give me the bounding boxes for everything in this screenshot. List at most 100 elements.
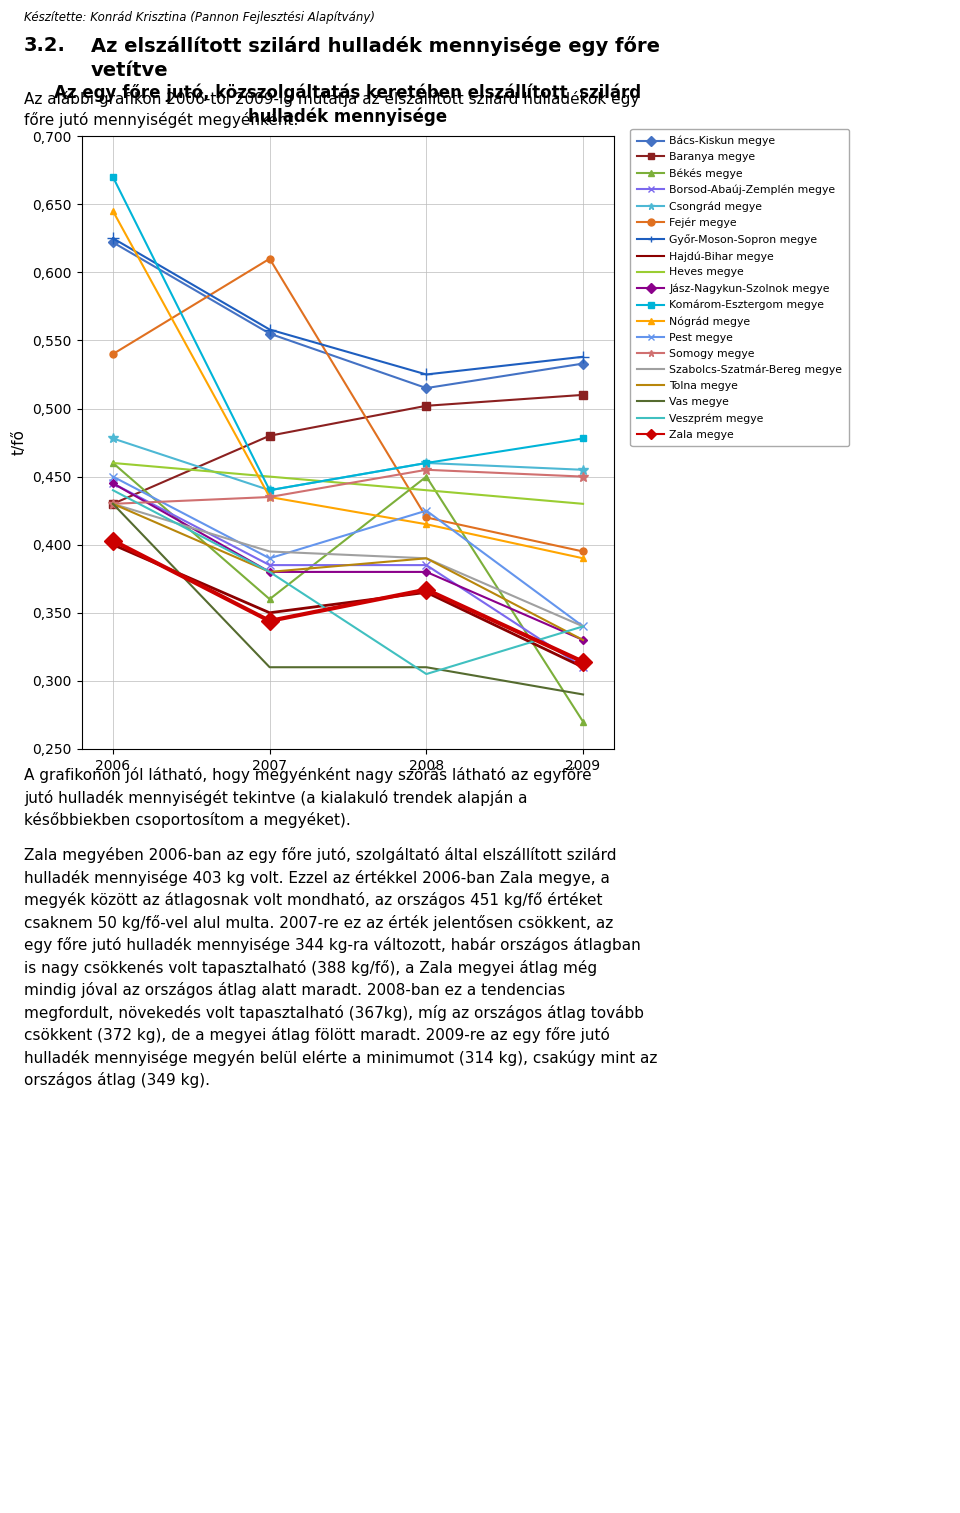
Vas megye	[420, 658, 432, 676]
Heves megye	[577, 495, 588, 513]
Line: Borsod-Abaúj-Zemplén megye: Borsod-Abaúj-Zemplén megye	[108, 480, 588, 672]
Győr-Moson-Sopron megye	[420, 365, 432, 383]
Text: Az elszállított szilárd hulladék mennyisége egy főre
vetítve: Az elszállított szilárd hulladék mennyis…	[91, 36, 660, 80]
Tolna megye	[577, 631, 588, 649]
Line: Bács-Kiskun megye: Bács-Kiskun megye	[109, 239, 587, 392]
Line: Baranya megye: Baranya megye	[108, 390, 588, 508]
Line: Szabolcs-Szatmár-Bereg megye: Szabolcs-Szatmár-Bereg megye	[113, 504, 583, 626]
Heves megye	[108, 454, 119, 472]
Line: Vas megye: Vas megye	[113, 504, 583, 694]
Vas megye	[577, 685, 588, 704]
Somogy megye	[108, 495, 119, 513]
Hajdú-Bihar megye	[420, 583, 432, 601]
Szabolcs-Szatmár-Bereg megye	[264, 542, 276, 560]
Békés megye	[577, 713, 588, 731]
Bács-Kiskun megye	[420, 378, 432, 396]
Borsod-Abaúj-Zemplén megye	[420, 555, 432, 573]
Bács-Kiskun megye	[577, 354, 588, 372]
Veszprém megye	[420, 666, 432, 684]
Veszprém megye	[108, 481, 119, 499]
Fejér megye	[577, 542, 588, 560]
Line: Hajdú-Bihar megye: Hajdú-Bihar megye	[113, 545, 583, 667]
Pest megye	[420, 502, 432, 520]
Baranya megye	[264, 427, 276, 445]
Text: Készítette: Konrád Krisztina (Pannon Fejlesztési Alapítvány): Készítette: Konrád Krisztina (Pannon Fej…	[24, 11, 375, 24]
Tolna megye	[108, 495, 119, 513]
Komárom-Esztergom megye	[420, 454, 432, 472]
Szabolcs-Szatmár-Bereg megye	[108, 495, 119, 513]
Csongrád megye	[108, 430, 119, 448]
Nógrád megye	[264, 487, 276, 505]
Veszprém megye	[264, 563, 276, 581]
Baranya megye	[108, 495, 119, 513]
Jász-Nagykun-Szolnok megye	[577, 631, 588, 649]
Győr-Moson-Sopron megye	[577, 348, 588, 366]
Line: Csongrád megye: Csongrád megye	[108, 434, 588, 495]
Hajdú-Bihar megye	[264, 604, 276, 622]
Pest megye	[108, 468, 119, 486]
Jász-Nagykun-Szolnok megye	[108, 475, 119, 493]
Komárom-Esztergom megye	[264, 481, 276, 499]
Fejér megye	[264, 250, 276, 268]
Somogy megye	[420, 460, 432, 478]
Text: A grafikonon jól látható, hogy megyénként nagy szórás látható az egyfőre
jutó hu: A grafikonon jól látható, hogy megyénkén…	[24, 767, 591, 828]
Pest megye	[264, 549, 276, 567]
Hajdú-Bihar megye	[577, 658, 588, 676]
Line: Pest megye: Pest megye	[108, 472, 588, 631]
Pest megye	[577, 617, 588, 635]
Békés megye	[108, 454, 119, 472]
Vas megye	[108, 495, 119, 513]
Text: Zala megyében 2006-ban az egy főre jutó, szolgáltató által elszállított szilárd
: Zala megyében 2006-ban az egy főre jutó,…	[24, 847, 658, 1088]
Heves megye	[420, 481, 432, 499]
Nógrád megye	[420, 514, 432, 533]
Komárom-Esztergom megye	[108, 168, 119, 186]
Line: Heves megye: Heves megye	[113, 463, 583, 504]
Text: 3.2.: 3.2.	[24, 36, 66, 56]
Zala megye	[108, 531, 119, 549]
Hajdú-Bihar megye	[108, 536, 119, 554]
Zala megye	[577, 652, 588, 670]
Békés megye	[420, 468, 432, 486]
Line: Nógrád megye: Nógrád megye	[109, 207, 587, 561]
Csongrád megye	[264, 481, 276, 499]
Komárom-Esztergom megye	[577, 430, 588, 448]
Nógrád megye	[577, 549, 588, 567]
Fejér megye	[108, 345, 119, 363]
Csongrád megye	[577, 460, 588, 478]
Tolna megye	[264, 563, 276, 581]
Borsod-Abaúj-Zemplén megye	[108, 475, 119, 493]
Veszprém megye	[577, 617, 588, 635]
Zala megye	[264, 611, 276, 629]
Title: Az egy főre jutó, közszolgáltatás keretében elszállított  szilárd
hulladék menny: Az egy főre jutó, közszolgáltatás kereté…	[55, 83, 641, 126]
Line: Veszprém megye: Veszprém megye	[113, 490, 583, 675]
Baranya megye	[577, 386, 588, 404]
Line: Zala megye: Zala megye	[107, 534, 589, 669]
Csongrád megye	[420, 454, 432, 472]
Borsod-Abaúj-Zemplén megye	[577, 658, 588, 676]
Tolna megye	[420, 549, 432, 567]
Zala megye	[420, 581, 432, 599]
Szabolcs-Szatmár-Bereg megye	[420, 549, 432, 567]
Somogy megye	[264, 487, 276, 505]
Heves megye	[264, 468, 276, 486]
Jász-Nagykun-Szolnok megye	[420, 563, 432, 581]
Line: Győr-Moson-Sopron megye: Győr-Moson-Sopron megye	[108, 233, 588, 380]
Szabolcs-Szatmár-Bereg megye	[577, 617, 588, 635]
Bács-Kiskun megye	[264, 324, 276, 342]
Győr-Moson-Sopron megye	[108, 228, 119, 247]
Line: Komárom-Esztergom megye: Komárom-Esztergom megye	[109, 174, 587, 493]
Békés megye	[264, 590, 276, 608]
Line: Jász-Nagykun-Szolnok megye: Jász-Nagykun-Szolnok megye	[110, 481, 586, 643]
Győr-Moson-Sopron megye	[264, 321, 276, 339]
Legend: Bács-Kiskun megye, Baranya megye, Békés megye, Borsod-Abaúj-Zemplén megye, Csong: Bács-Kiskun megye, Baranya megye, Békés …	[631, 129, 849, 446]
Somogy megye	[577, 468, 588, 486]
Line: Tolna megye: Tolna megye	[113, 504, 583, 640]
Line: Fejér megye: Fejér megye	[109, 256, 587, 555]
Vas megye	[264, 658, 276, 676]
Y-axis label: t/fő: t/fő	[12, 430, 27, 455]
Fejér megye	[420, 508, 432, 527]
Jász-Nagykun-Szolnok megye	[264, 563, 276, 581]
Baranya megye	[420, 396, 432, 415]
Borsod-Abaúj-Zemplén megye	[264, 555, 276, 573]
Text: Az alábbi grafikon 2006-tól 2009-ig mutatja az elszállított szilárd hulladékok e: Az alábbi grafikon 2006-tól 2009-ig muta…	[24, 91, 639, 129]
